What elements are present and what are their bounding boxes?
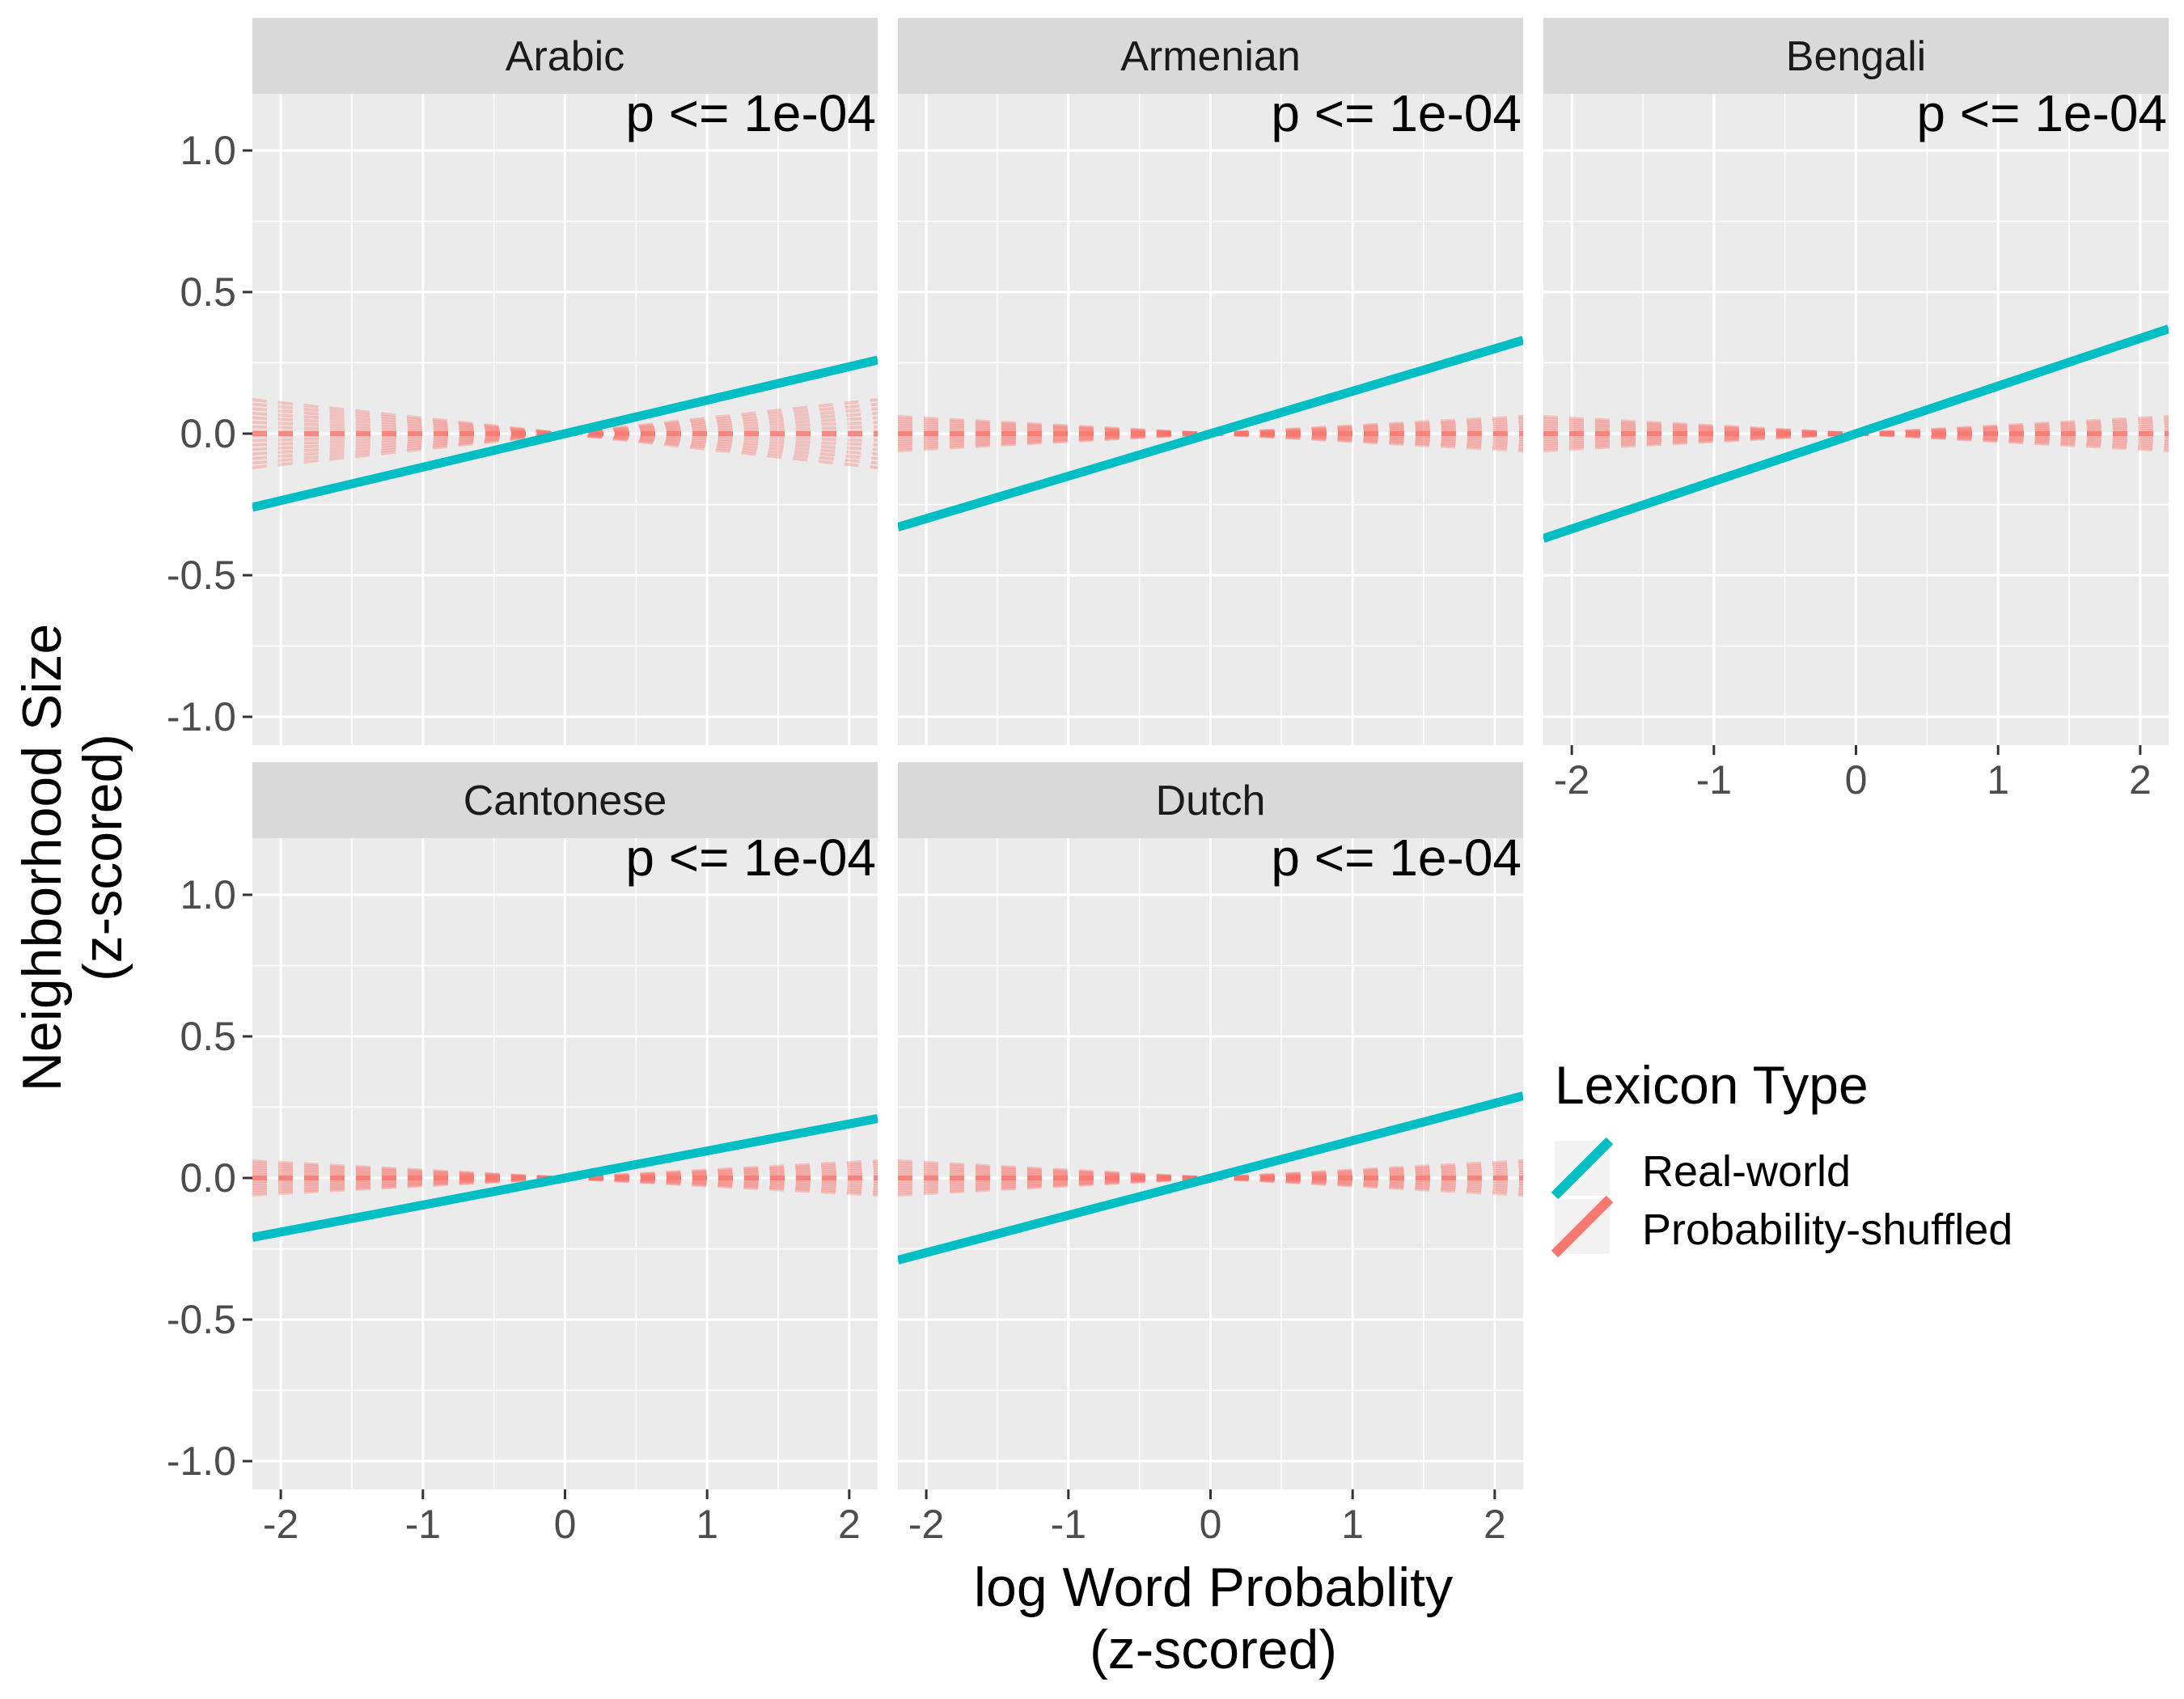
panel-data-dutch: [898, 1091, 1523, 1265]
x-tick-label: 0: [554, 1502, 577, 1547]
axes-layer: -1.0 -0.5 0.0 0.5 1.0 -2 -1 0 1 2 -1.0 -0.5 0.0 0.5 1.…: [167, 128, 2152, 1547]
x-tick-label: 1: [1987, 757, 2009, 803]
strip-cantonese: [252, 762, 878, 838]
real-world-line-arabic: [252, 355, 878, 512]
y-tick-label: 1.0: [180, 872, 236, 917]
y-tick-label: 0.5: [180, 1014, 236, 1059]
annotation-cantonese: p <= 1e-04: [625, 828, 876, 887]
real-world-line-cantonese: [252, 1114, 878, 1242]
annotation-dutch: p <= 1e-04: [1271, 828, 1522, 887]
y-tick-label: 0.0: [180, 411, 236, 456]
x-tick-label: 0: [1845, 757, 1868, 803]
x-tick-label: 1: [696, 1502, 718, 1547]
strip-armenian: [898, 18, 1523, 94]
x-tick-label: 2: [1484, 1502, 1506, 1547]
y-tick-label: 0.0: [180, 1155, 236, 1201]
y-axis-title: Neighborhood Size (z-scored): [11, 624, 133, 1091]
panel-data-armenian: [898, 336, 1523, 532]
y-axis-title-line2: (z-scored): [72, 734, 133, 981]
strip-arabic: [252, 18, 878, 94]
y-tick-label: -1.0: [167, 694, 236, 739]
real-world-line-bengali: [1543, 324, 2169, 543]
legend-swatch-real-world: [1551, 1137, 1614, 1200]
strip-label-cantonese: Cantonese: [463, 777, 667, 824]
x-tick-label: -2: [1554, 757, 1589, 803]
y-axis-title-line1: Neighborhood Size: [11, 624, 73, 1091]
y-tick-label: 0.5: [180, 269, 236, 315]
annotation-armenian: p <= 1e-04: [1271, 84, 1522, 142]
real-world-line-armenian: [898, 336, 1523, 532]
strip-label-arabic: Arabic: [506, 33, 624, 80]
panel-data-bengali: [1543, 324, 2169, 543]
legend-title: Lexicon Type: [1555, 1055, 1869, 1115]
legend-label-real-world: Real-world: [1642, 1147, 1851, 1196]
x-tick-label: -1: [1051, 1502, 1086, 1547]
x-axis-title-line2: (z-scored): [1090, 1619, 1337, 1680]
panel-data-cantonese: [252, 1114, 878, 1242]
legend-label-probability-shuffled: Probability-shuffled: [1642, 1205, 2013, 1254]
x-tick-label: 2: [2129, 757, 2152, 803]
y-tick-label: -0.5: [167, 553, 236, 598]
real-world-line-dutch: [898, 1091, 1523, 1265]
strip-bengali: [1543, 18, 2169, 94]
x-axis-title-line1: log Word Probablity: [974, 1557, 1453, 1618]
y-tick-label: 1.0: [180, 128, 236, 173]
legend-key-real-world: [1551, 1137, 1614, 1200]
x-tick-label: -2: [263, 1502, 298, 1547]
strip-label-bengali: Bengali: [1786, 33, 1926, 80]
y-tick-label: -0.5: [167, 1297, 236, 1342]
x-tick-label: -2: [908, 1502, 944, 1547]
x-tick-label: 0: [1200, 1502, 1222, 1547]
strip-label-armenian: Armenian: [1120, 33, 1301, 80]
legend: Lexicon Type Real-world Probability-shuf…: [1551, 1055, 2013, 1258]
strip-label-dutch: Dutch: [1156, 777, 1266, 824]
x-tick-label: -1: [405, 1502, 441, 1547]
strip-dutch: [898, 762, 1523, 838]
legend-key-probability-shuffled: [1551, 1195, 1614, 1258]
legend-swatch-probability-shuffled: [1551, 1195, 1614, 1258]
annotation-bengali: p <= 1e-04: [1916, 84, 2167, 142]
x-tick-label: -1: [1696, 757, 1732, 803]
y-tick-label: -1.0: [167, 1438, 236, 1484]
x-tick-label: 1: [1341, 1502, 1364, 1547]
annotation-arabic: p <= 1e-04: [625, 84, 876, 142]
x-tick-label: 2: [838, 1502, 861, 1547]
panel-data-arabic: [252, 355, 878, 512]
